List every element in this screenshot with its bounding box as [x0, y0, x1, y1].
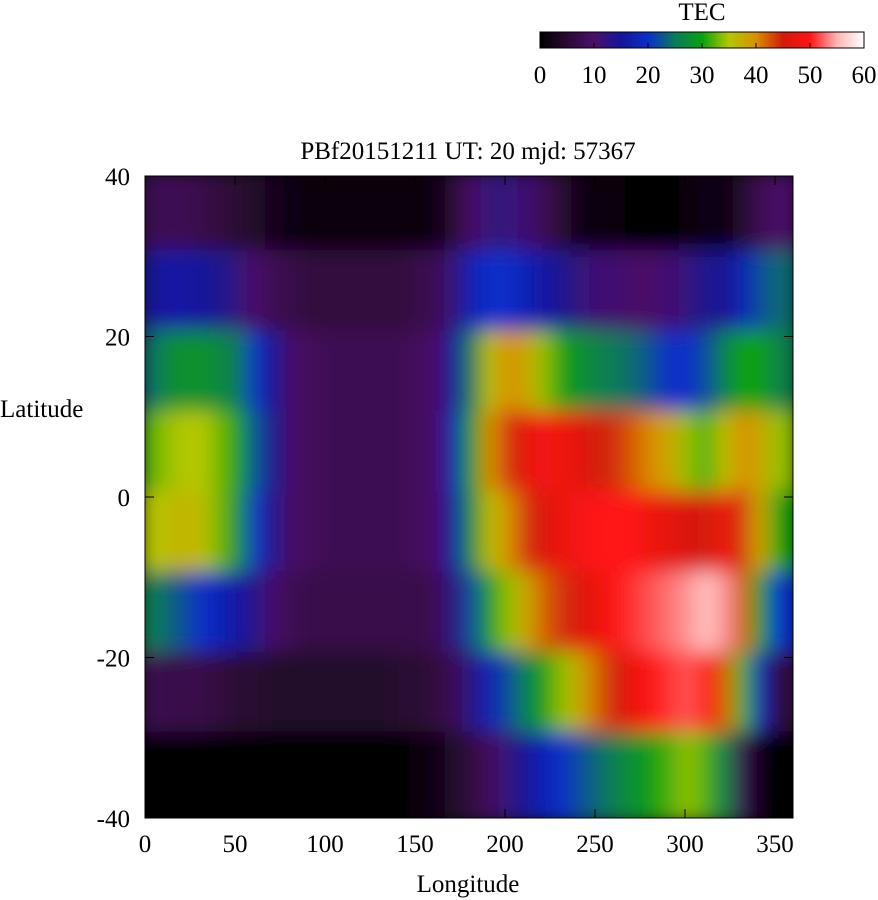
colorbar-tick-label: 20 — [636, 62, 661, 89]
heatmap-cell — [769, 651, 793, 744]
x-tick-label: 350 — [756, 831, 794, 858]
heatmap-cell — [769, 250, 793, 343]
y-tick-label: -20 — [97, 646, 130, 673]
y-tick-label: 20 — [105, 325, 130, 352]
colorbar-tick-label: 40 — [744, 62, 769, 89]
x-axis-ticks: 0 50 100 150 200 250 300 350 — [139, 176, 794, 858]
x-tick-label: 150 — [396, 831, 434, 858]
colorbar: TEC 0 10 20 30 40 50 60 — [534, 0, 877, 89]
x-tick-label: 200 — [486, 831, 524, 858]
y-tick-label: 0 — [118, 485, 131, 512]
colorbar-tick-label: 10 — [582, 62, 607, 89]
x-tick-label: 300 — [666, 831, 704, 858]
heatmap-cells — [145, 176, 793, 818]
y-axis-label: Latitude — [0, 396, 83, 423]
y-tick-label: -40 — [97, 806, 130, 833]
heatmap-cell — [769, 491, 793, 584]
heatmap-cell — [769, 731, 793, 818]
x-tick-label: 100 — [306, 831, 344, 858]
colorbar-ticks: 0 10 20 30 40 50 60 — [534, 43, 877, 89]
colorbar-tick-label: 30 — [690, 62, 715, 89]
chart-title: PBf20151211 UT: 20 mjd: 57367 — [300, 138, 635, 165]
heatmap-cell — [769, 571, 793, 664]
y-tick-label: 40 — [105, 164, 130, 191]
heatmap-cell — [769, 330, 793, 423]
colorbar-tick-label: 60 — [852, 62, 877, 89]
heatmap-cell — [769, 410, 793, 503]
x-axis-label: Longitude — [417, 871, 520, 898]
colorbar-tick-label: 50 — [798, 62, 823, 89]
y-axis-ticks: 40 20 0 -20 -40 — [97, 164, 793, 833]
heatmap-cell — [769, 176, 793, 263]
x-tick-label: 0 — [139, 831, 152, 858]
colorbar-label: TEC — [678, 0, 725, 26]
x-tick-label: 250 — [576, 831, 614, 858]
colorbar-tick-label: 0 — [534, 62, 547, 89]
x-tick-label: 50 — [223, 831, 248, 858]
